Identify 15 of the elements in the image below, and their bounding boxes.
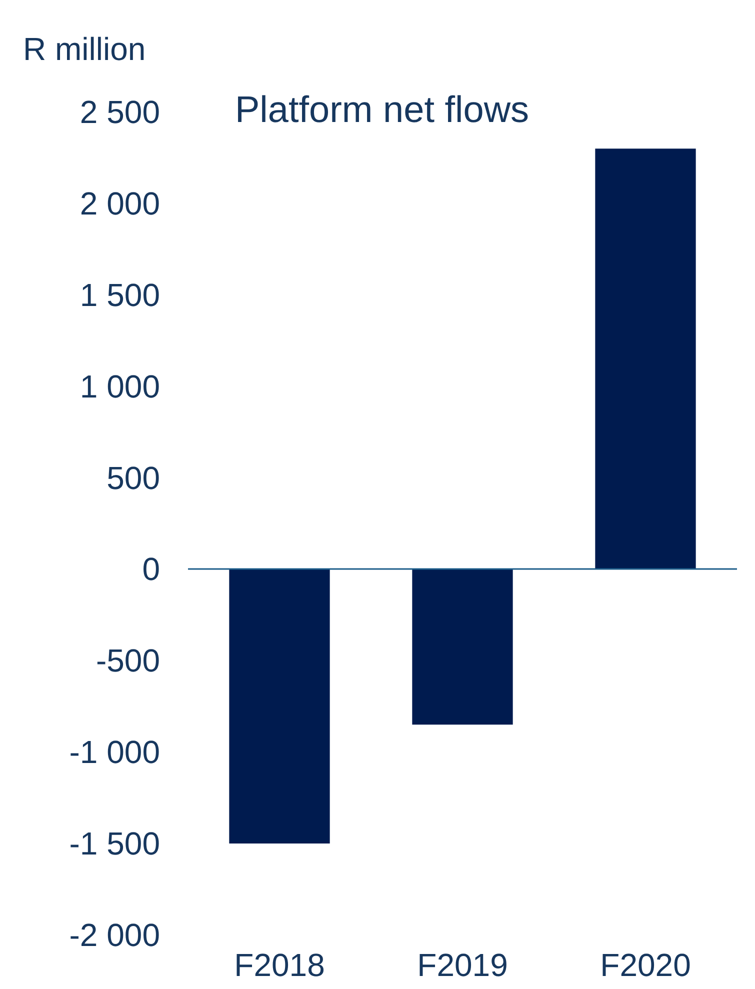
- y-tick-label: 0: [142, 551, 160, 588]
- y-tick-label: 1 500: [80, 276, 160, 313]
- y-axis-title: R million: [23, 31, 146, 67]
- x-tick-label: F2020: [600, 947, 691, 983]
- y-tick-label: 2 500: [80, 94, 160, 130]
- y-tick-label: 1 000: [80, 368, 160, 404]
- x-tick-label: F2019: [417, 947, 508, 983]
- y-tick-label: 500: [106, 460, 160, 496]
- chart-title: Platform net flows: [235, 89, 530, 130]
- y-tick-label: -2 000: [69, 917, 160, 953]
- y-tick-label: -500: [96, 642, 160, 679]
- x-tick-label: F2018: [234, 947, 325, 983]
- y-tick-label: -1 500: [69, 826, 160, 862]
- y-tick-label: -1 000: [69, 734, 160, 770]
- y-tick-label: 2 000: [80, 185, 160, 222]
